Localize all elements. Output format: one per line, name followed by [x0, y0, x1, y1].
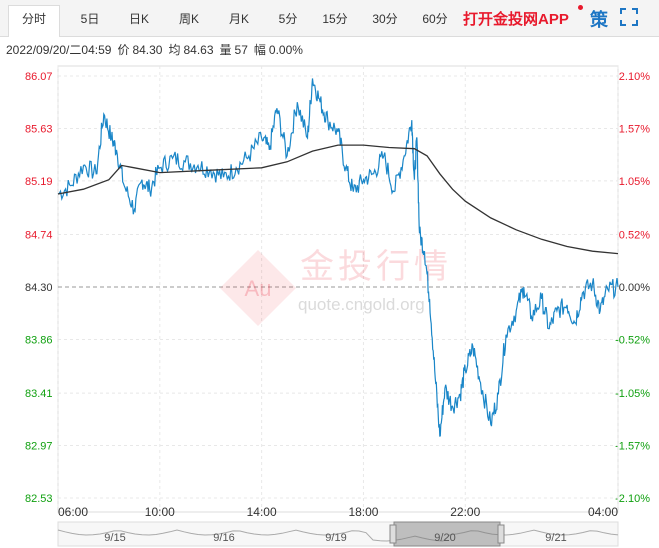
watermark-logo-diamond — [220, 250, 296, 326]
tab-0[interactable]: 分时 — [8, 5, 60, 37]
quote-info-line: 2022/09/20/二04:59 价 84.30 均 84.63 量 57 幅 0.00% — [6, 41, 309, 58]
pct-tick-label: -0.52% — [615, 334, 650, 346]
watermark-title: 金投行情 — [300, 247, 452, 287]
pct-tick-label: 0.52% — [619, 230, 650, 242]
y-tick-label: 82.53 — [25, 493, 53, 505]
x-tick-label: 14:00 — [247, 505, 277, 519]
pct-tick-label: 1.57% — [619, 123, 650, 135]
tab-8[interactable]: 60分 — [422, 12, 448, 26]
x-tick-label: 04:00 — [588, 505, 618, 519]
period-tab-bar: 分时 5日 日K 周K 月K 5分 15分 30分 60分 — [0, 0, 659, 37]
pct-tick-label: -1.05% — [615, 388, 650, 400]
pct-tick-label: -2.10% — [615, 493, 650, 505]
navigator-date-label: 9/16 — [213, 532, 234, 544]
pct-tick-label: 0.00% — [619, 282, 650, 294]
pct-tick-label: -1.57% — [615, 441, 650, 453]
fullscreen-icon[interactable] — [620, 8, 638, 26]
pct-tick-label: 1.05% — [619, 176, 650, 188]
navigator-window[interactable] — [393, 521, 501, 547]
tab-6[interactable]: 15分 — [322, 12, 348, 26]
navigator-date-label: 9/20 — [434, 532, 455, 544]
info-avg-label: 均 — [168, 43, 181, 57]
navigator-date-label: 9/15 — [104, 532, 125, 544]
notification-dot — [578, 5, 583, 10]
navigator-handle-right[interactable] — [497, 524, 505, 544]
x-tick-label: 22:00 — [450, 505, 480, 519]
tab-4[interactable]: 月K — [228, 12, 249, 26]
info-change-label: 幅 — [253, 43, 266, 57]
y-tick-label: 85.63 — [25, 123, 53, 135]
x-tick-label: 18:00 — [348, 505, 378, 519]
y-tick-label: 84.30 — [25, 282, 53, 294]
info-price-label: 价 — [117, 43, 130, 57]
series-line-average — [57, 144, 619, 255]
y-tick-label: 85.19 — [25, 176, 53, 188]
open-app-link[interactable]: 打开金投网APP — [463, 11, 569, 28]
info-avg: 84.63 — [183, 43, 214, 57]
tab-5[interactable]: 5分 — [278, 12, 298, 26]
watermark-url: quote.cngold.org — [298, 295, 425, 314]
info-volume: 57 — [234, 43, 248, 57]
tab-3[interactable]: 周K — [178, 12, 199, 26]
navigator-date-label: 9/19 — [325, 532, 346, 544]
info-price: 84.30 — [132, 43, 163, 57]
navigator-date-label: 9/21 — [545, 532, 566, 544]
info-change: 0.00% — [268, 43, 303, 57]
navigator-overview-line — [57, 529, 619, 542]
y-tick-label: 86.07 — [25, 71, 53, 83]
navigator-handle-left[interactable] — [389, 524, 397, 544]
info-volume-label: 量 — [219, 43, 232, 57]
strategy-button[interactable]: 策 — [590, 10, 608, 30]
pct-tick-label: 2.10% — [619, 71, 650, 83]
watermark-logo-text: Au — [245, 276, 272, 301]
series-line-price — [57, 78, 619, 437]
y-tick-label: 84.74 — [25, 230, 53, 242]
info-datetime: 2022/09/20/二04:59 — [6, 43, 112, 57]
tab-7[interactable]: 30分 — [372, 12, 398, 26]
tab-1[interactable]: 5日 — [80, 12, 100, 26]
y-tick-label: 83.41 — [25, 388, 53, 400]
x-tick-label: 10:00 — [145, 505, 175, 519]
y-tick-label: 83.86 — [25, 334, 53, 346]
y-tick-label: 82.97 — [25, 441, 53, 453]
tab-2[interactable]: 日K — [128, 12, 149, 26]
x-tick-label: 06:00 — [58, 505, 88, 519]
